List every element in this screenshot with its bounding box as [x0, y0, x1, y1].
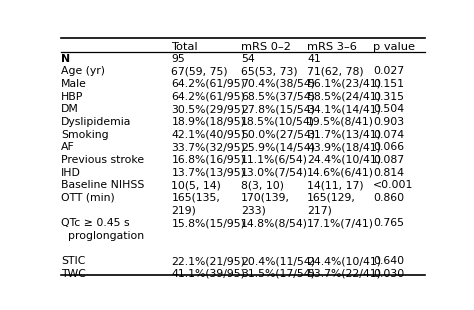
Text: 68.5%(37/54): 68.5%(37/54) [241, 92, 315, 102]
Text: 31.5%(17/54): 31.5%(17/54) [241, 269, 315, 279]
Text: 67(59, 75): 67(59, 75) [171, 66, 228, 76]
Text: proglongation: proglongation [61, 231, 144, 241]
Text: 0.765: 0.765 [374, 218, 404, 228]
Text: 22.1%(21/95): 22.1%(21/95) [171, 256, 245, 266]
Text: 53.7%(22/41): 53.7%(22/41) [307, 269, 381, 279]
Text: 13.7%(13/95): 13.7%(13/95) [171, 167, 245, 178]
Text: 95: 95 [171, 54, 185, 64]
Text: 0.066: 0.066 [374, 142, 404, 152]
Text: 50.0%(27/54): 50.0%(27/54) [241, 130, 315, 140]
Text: 233): 233) [241, 206, 266, 215]
Text: 43.9%(18/41): 43.9%(18/41) [307, 142, 381, 152]
Text: 8(3, 10): 8(3, 10) [241, 180, 284, 190]
Text: 11.1%(6/54): 11.1%(6/54) [241, 155, 308, 165]
Text: 0.814: 0.814 [374, 167, 404, 178]
Text: 24.4%(10/41): 24.4%(10/41) [307, 155, 381, 165]
Text: 41.1%(39/95): 41.1%(39/95) [171, 269, 245, 279]
Text: 0.903: 0.903 [374, 117, 404, 127]
Text: 14.8%(8/54): 14.8%(8/54) [241, 218, 308, 228]
Text: Previous stroke: Previous stroke [61, 155, 144, 165]
Text: 10(5, 14): 10(5, 14) [171, 180, 221, 190]
Text: 64.2%(61/95): 64.2%(61/95) [171, 79, 245, 89]
Text: Male: Male [61, 79, 87, 89]
Text: 17.1%(7/41): 17.1%(7/41) [307, 218, 374, 228]
Text: OTT (min): OTT (min) [61, 193, 115, 203]
Text: 70.4%(38/54): 70.4%(38/54) [241, 79, 315, 89]
Text: 18.5%(10/54): 18.5%(10/54) [241, 117, 315, 127]
Text: mRS 3–6: mRS 3–6 [307, 42, 357, 52]
Text: Total: Total [171, 42, 198, 52]
Text: 16.8%(16/95): 16.8%(16/95) [171, 155, 245, 165]
Text: 0.315: 0.315 [374, 92, 404, 102]
Text: 33.7%(32/95): 33.7%(32/95) [171, 142, 245, 152]
Text: 13.0%(7/54): 13.0%(7/54) [241, 167, 308, 178]
Text: QTc ≥ 0.45 s: QTc ≥ 0.45 s [61, 218, 130, 228]
Text: 42.1%(40/95): 42.1%(40/95) [171, 130, 245, 140]
Text: 0.151: 0.151 [374, 79, 404, 89]
Text: 20.4%(11/54): 20.4%(11/54) [241, 256, 315, 266]
Text: 170(139,: 170(139, [241, 193, 290, 203]
Text: <0.001: <0.001 [374, 180, 414, 190]
Text: DM: DM [61, 104, 79, 114]
Text: 25.9%(14/54): 25.9%(14/54) [241, 142, 315, 152]
Text: 31.7%(13/41): 31.7%(13/41) [307, 130, 381, 140]
Text: p value: p value [374, 42, 415, 52]
Text: 18.9%(18/95): 18.9%(18/95) [171, 117, 245, 127]
Text: 30.5%(29/95): 30.5%(29/95) [171, 104, 245, 114]
Text: N: N [61, 54, 70, 64]
Text: 56.1%(23/41): 56.1%(23/41) [307, 79, 381, 89]
Text: 27.8%(15/54): 27.8%(15/54) [241, 104, 315, 114]
Text: HBP: HBP [61, 92, 83, 102]
Text: 217): 217) [307, 206, 332, 215]
Text: 65(53, 73): 65(53, 73) [241, 66, 298, 76]
Text: TWC: TWC [61, 269, 86, 279]
Text: IHD: IHD [61, 167, 81, 178]
Text: 34.1%(14/41): 34.1%(14/41) [307, 104, 381, 114]
Text: 0.027: 0.027 [374, 66, 404, 76]
Text: 165(129,: 165(129, [307, 193, 356, 203]
Text: AF: AF [61, 142, 75, 152]
Text: 0.640: 0.640 [374, 256, 404, 266]
Text: 165(135,: 165(135, [171, 193, 220, 203]
Text: 58.5%(24/41): 58.5%(24/41) [307, 92, 381, 102]
Text: 15.8%(15/95): 15.8%(15/95) [171, 218, 245, 228]
Text: 41: 41 [307, 54, 321, 64]
Text: mRS 0–2: mRS 0–2 [241, 42, 291, 52]
Text: 14(11, 17): 14(11, 17) [307, 180, 364, 190]
Text: 54: 54 [241, 54, 255, 64]
Text: 0.504: 0.504 [374, 104, 404, 114]
Text: 19.5%(8/41): 19.5%(8/41) [307, 117, 374, 127]
Text: 24.4%(10/41): 24.4%(10/41) [307, 256, 381, 266]
Text: Age (yr): Age (yr) [61, 66, 105, 76]
Text: 64.2%(61/95): 64.2%(61/95) [171, 92, 245, 102]
Text: 0.087: 0.087 [374, 155, 404, 165]
Text: 14.6%(6/41): 14.6%(6/41) [307, 167, 374, 178]
Text: Baseline NIHSS: Baseline NIHSS [61, 180, 145, 190]
Text: STIC: STIC [61, 256, 85, 266]
Text: 71(62, 78): 71(62, 78) [307, 66, 364, 76]
Text: Dyslipidemia: Dyslipidemia [61, 117, 131, 127]
Text: 219): 219) [171, 206, 196, 215]
Text: 0.860: 0.860 [374, 193, 404, 203]
Text: Smoking: Smoking [61, 130, 109, 140]
Text: 0.030: 0.030 [374, 269, 405, 279]
Text: 0.074: 0.074 [374, 130, 404, 140]
